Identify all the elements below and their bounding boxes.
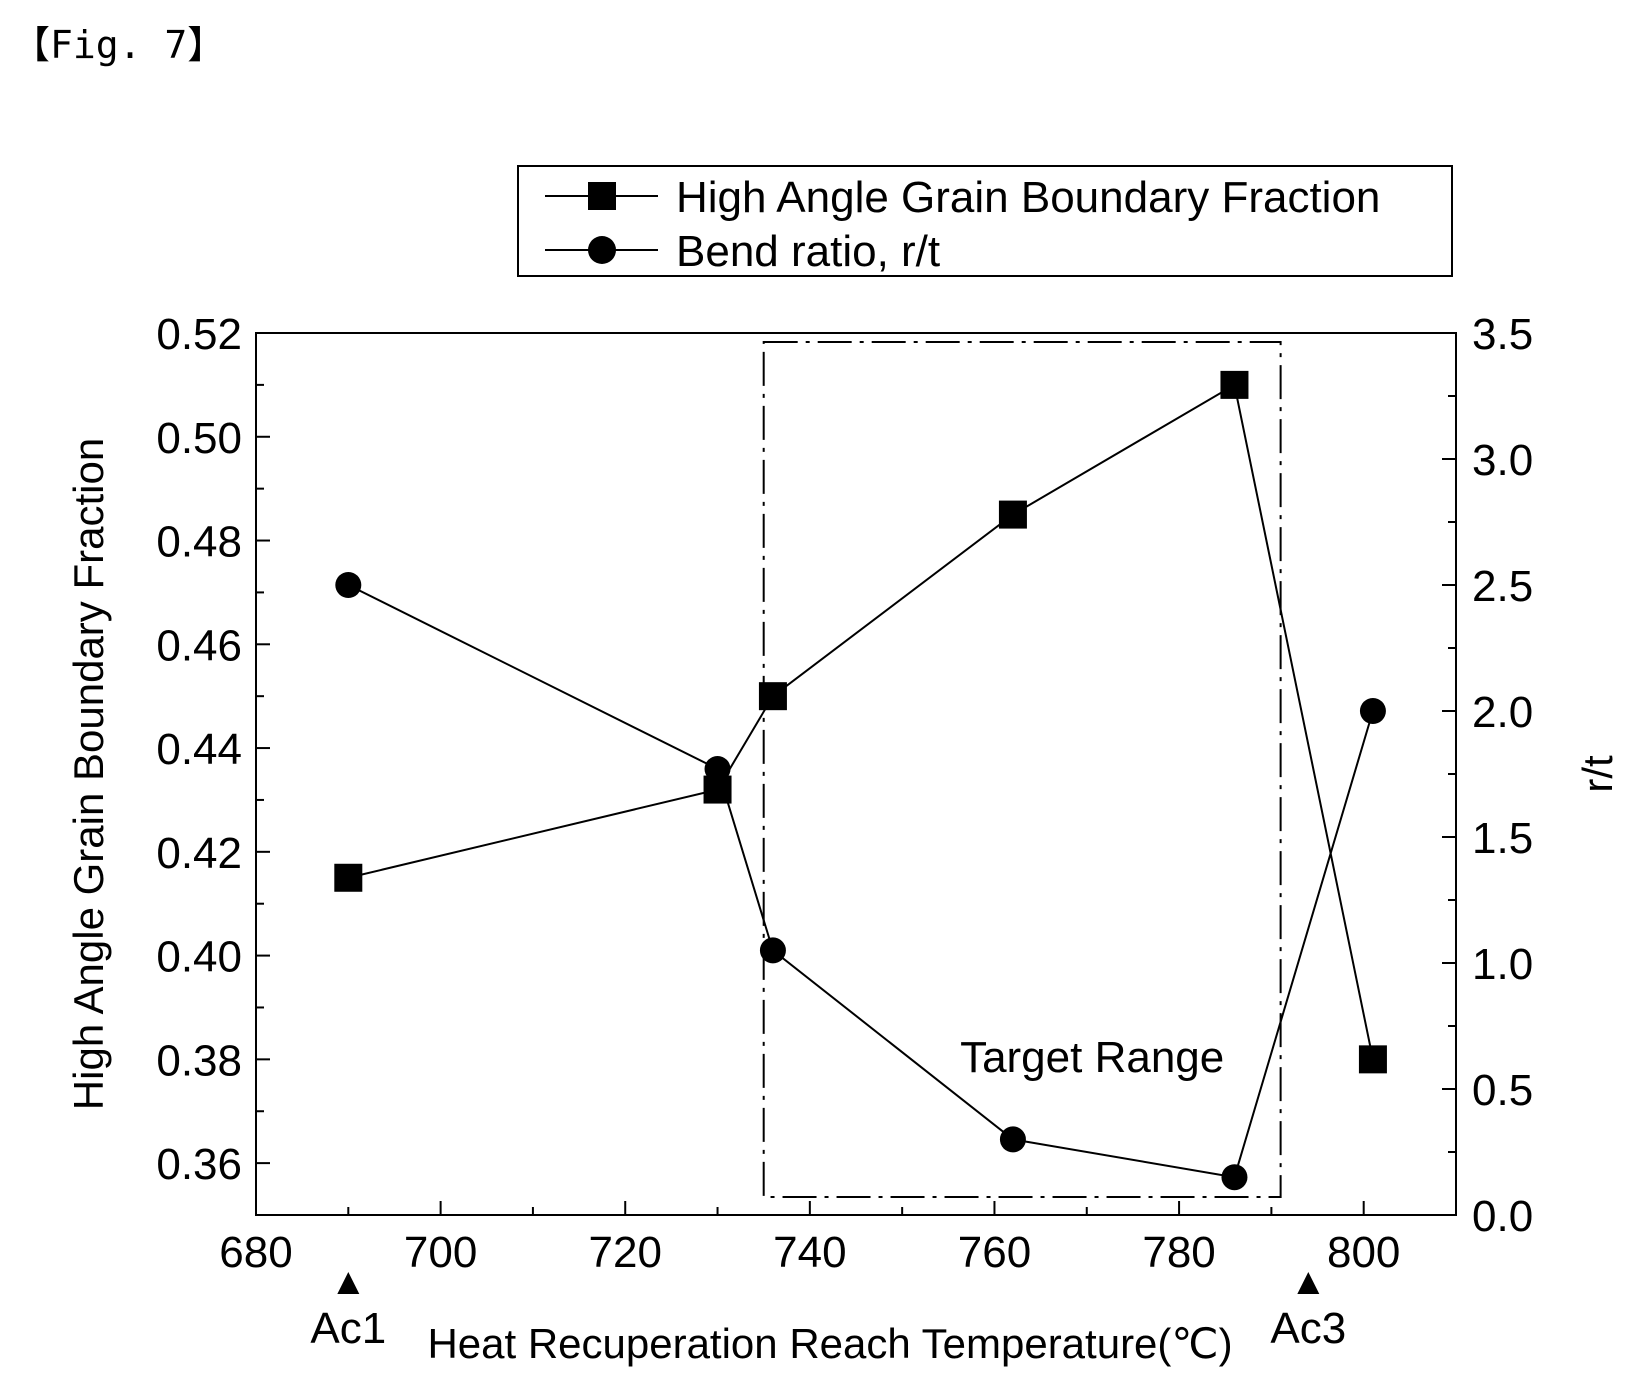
y-right-tick-label: 3.0 bbox=[1472, 436, 1533, 485]
y-right-tick-label: 1.0 bbox=[1472, 940, 1533, 989]
legend-box bbox=[517, 165, 1453, 277]
target-range-box bbox=[762, 341, 1282, 1198]
bend-line bbox=[347, 584, 1374, 1179]
figure-label: 【Fig. 7】 bbox=[12, 23, 225, 67]
bend-point bbox=[999, 1126, 1026, 1153]
y-left-tick-label: 0.48 bbox=[156, 518, 242, 567]
y-left-tick-label: 0.50 bbox=[156, 414, 242, 463]
ac3-label: Ac3 bbox=[1270, 1304, 1346, 1353]
bend-point bbox=[335, 572, 362, 598]
bend-point bbox=[759, 937, 786, 964]
x-tick-label: 720 bbox=[589, 1228, 662, 1277]
plot-frame bbox=[255, 332, 1457, 1216]
bend-point bbox=[1221, 1164, 1248, 1191]
y-left-tick-label: 0.42 bbox=[156, 829, 242, 878]
x-tick-label: 680 bbox=[219, 1228, 292, 1277]
legend: High Angle Grain Boundary Fraction Bend … bbox=[517, 165, 1453, 277]
hagb-point bbox=[1220, 370, 1249, 399]
hagb-point bbox=[1358, 1045, 1387, 1074]
series-hagb bbox=[334, 370, 1387, 1074]
legend-marker-circle bbox=[588, 236, 616, 264]
y-left-tick-label: 0.36 bbox=[156, 1140, 242, 1189]
y-axis-right-title: r/t bbox=[1574, 755, 1621, 793]
x-tick-label: 760 bbox=[958, 1228, 1031, 1277]
legend-label-bend: Bend ratio, r/t bbox=[676, 227, 940, 276]
x-axis-title: Heat Recuperation Reach Temperature(℃) bbox=[427, 1320, 1232, 1367]
y-axis-right: 0.0 0.5 1.0 1.5 2.0 2.5 3.0 3.5 bbox=[1442, 310, 1533, 1241]
y-axis-left: 0.36 0.38 0.40 0.42 0.44 0.46 0.48 0.50 0.52 bbox=[156, 310, 270, 1216]
y-right-tick-label: 2.0 bbox=[1472, 688, 1533, 737]
hagb-line bbox=[348, 383, 1374, 1060]
y-left-tick-label: 0.46 bbox=[156, 621, 242, 670]
bend-point bbox=[1359, 698, 1386, 724]
y-left-tick-label: 0.40 bbox=[156, 933, 242, 982]
series-bend bbox=[335, 572, 1386, 1191]
ac1-label: Ac1 bbox=[310, 1304, 386, 1353]
y-left-tick-label: 0.44 bbox=[156, 725, 242, 774]
hagb-point bbox=[998, 500, 1027, 529]
y-right-tick-label: 1.5 bbox=[1472, 814, 1533, 863]
y-right-tick-label: 0.0 bbox=[1472, 1192, 1533, 1241]
hagb-point bbox=[758, 682, 787, 711]
bend-point bbox=[704, 755, 731, 782]
x-tick-label: 740 bbox=[773, 1228, 846, 1277]
x-tick-label: 700 bbox=[404, 1228, 477, 1277]
x-tick-label: 780 bbox=[1142, 1228, 1215, 1277]
y-axis-left-title: High Angle Grain Boundary Fraction bbox=[65, 438, 112, 1110]
x-axis: 680 700 720 740 760 780 800 bbox=[219, 1201, 1457, 1277]
y-left-tick-label: 0.38 bbox=[156, 1036, 242, 1085]
y-right-tick-label: 0.5 bbox=[1472, 1066, 1533, 1115]
ac1-triangle bbox=[337, 1272, 360, 1294]
legend-label-hagb: High Angle Grain Boundary Fraction bbox=[676, 173, 1380, 222]
target-range-label: Target Range bbox=[960, 1033, 1224, 1082]
y-right-tick-label: 2.5 bbox=[1472, 562, 1533, 611]
legend-marker-square bbox=[588, 182, 616, 210]
x-tick-label: 800 bbox=[1327, 1228, 1400, 1277]
hagb-point bbox=[334, 863, 363, 892]
ac3-triangle bbox=[1297, 1272, 1320, 1294]
y-right-tick-label: 3.5 bbox=[1472, 310, 1533, 359]
y-left-tick-label: 0.52 bbox=[156, 310, 242, 359]
